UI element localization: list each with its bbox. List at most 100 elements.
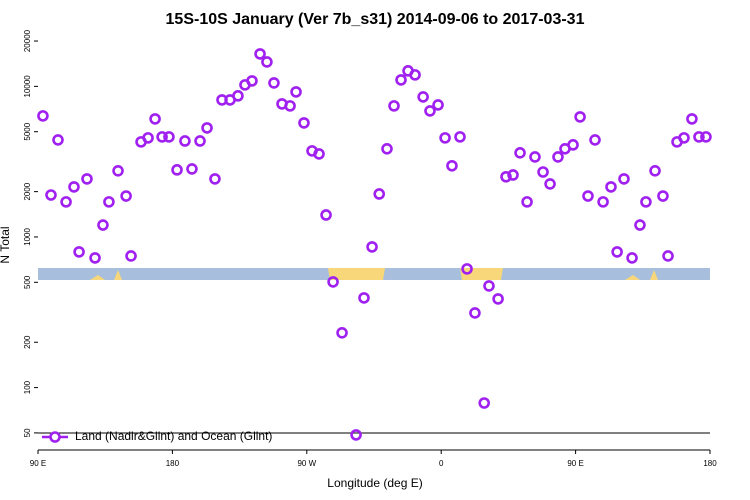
data-point [68,181,80,193]
y-tick-label: 5000 [23,122,32,140]
data-point [529,151,541,163]
data-point [686,113,698,125]
data-point [112,165,124,177]
data-point [640,196,652,208]
y-tick-label: 2000 [23,182,32,200]
y-tick-label: 500 [23,275,32,289]
data-point [52,134,64,146]
x-tick-label: 0 [439,459,444,468]
data-point [417,91,429,103]
data-point [45,189,57,201]
data-point [194,135,206,147]
data-point [186,163,198,175]
x-tick-label: 90 W [297,459,316,468]
y-tick-label: 20000 [23,29,32,52]
y-tick-label: 1000 [23,228,32,246]
data-point [350,429,362,441]
data-point [290,86,302,98]
y-tick-label: 200 [23,335,32,349]
data-point [163,131,175,143]
data-point [327,276,339,288]
data-point [544,178,556,190]
data-point [381,142,393,155]
data-point [657,190,669,202]
data-point [432,99,444,111]
data-point [483,280,495,292]
data-point [142,132,154,144]
data-point [120,190,132,202]
data-point [336,327,348,339]
data-point [73,246,85,258]
data-point [125,250,137,262]
data-point [662,250,674,262]
data-point [395,74,407,86]
data-point [171,164,183,176]
data-point [521,196,533,208]
data-point [439,132,451,144]
data-point [246,75,258,87]
data-point [60,196,72,208]
data-point [626,252,638,264]
data-point [373,188,386,200]
data-point [649,165,661,177]
data-point [589,134,601,146]
data-point [634,219,646,231]
data-point [678,132,690,144]
data-point [254,48,266,60]
data-point [469,307,481,319]
y-axis-label: N Total [0,226,12,263]
data-point [313,148,325,160]
chart-title: 15S-10S January (Ver 7b_s31) 2014-09-06 … [166,11,585,28]
data-point [149,113,161,125]
legend-marker [49,431,61,443]
data-point [618,173,630,185]
data-point [478,397,491,409]
data-point [409,69,421,81]
x-tick-label: 180 [166,459,180,468]
y-tick-label: 100 [23,380,32,394]
data-point [103,196,115,208]
data-point [693,131,705,143]
data-point [89,252,101,264]
land-ocean-band [38,268,710,280]
data-point [81,173,93,185]
data-point [700,131,712,143]
data-point [209,173,221,185]
data-point [320,209,332,221]
data-point [461,263,473,275]
data-point [605,181,617,193]
data-point [358,292,370,304]
data-point [567,139,579,151]
data-point [284,100,296,112]
data-point [366,241,378,253]
data-point [454,131,466,143]
data-point [574,111,586,123]
data-point [298,117,310,129]
data-point [268,77,280,89]
data-point [261,56,273,68]
x-tick-label: 180 [703,459,717,468]
legend-label: Land (Nadir&Glint) and Ocean (Glint) [75,429,272,443]
data-point [611,246,623,258]
data-point [388,100,400,112]
data-point [582,190,594,202]
data-point [156,131,168,143]
y-tick-label: 10000 [23,75,32,98]
x-tick-label: 90 E [30,459,46,468]
data-point [37,110,49,122]
data-point [537,166,549,178]
data-point [500,170,512,183]
data-point [446,159,458,172]
y-tick-label: 50 [23,428,32,437]
data-point [552,151,564,163]
data-point [179,135,191,147]
data-point [201,122,213,134]
data-point [514,147,526,159]
data-point [424,105,436,117]
data-point [97,219,109,231]
data-point [597,196,609,208]
x-tick-label: 90 E [567,459,583,468]
data-point [492,293,504,305]
x-axis-label: Longitude (deg E) [327,476,422,490]
